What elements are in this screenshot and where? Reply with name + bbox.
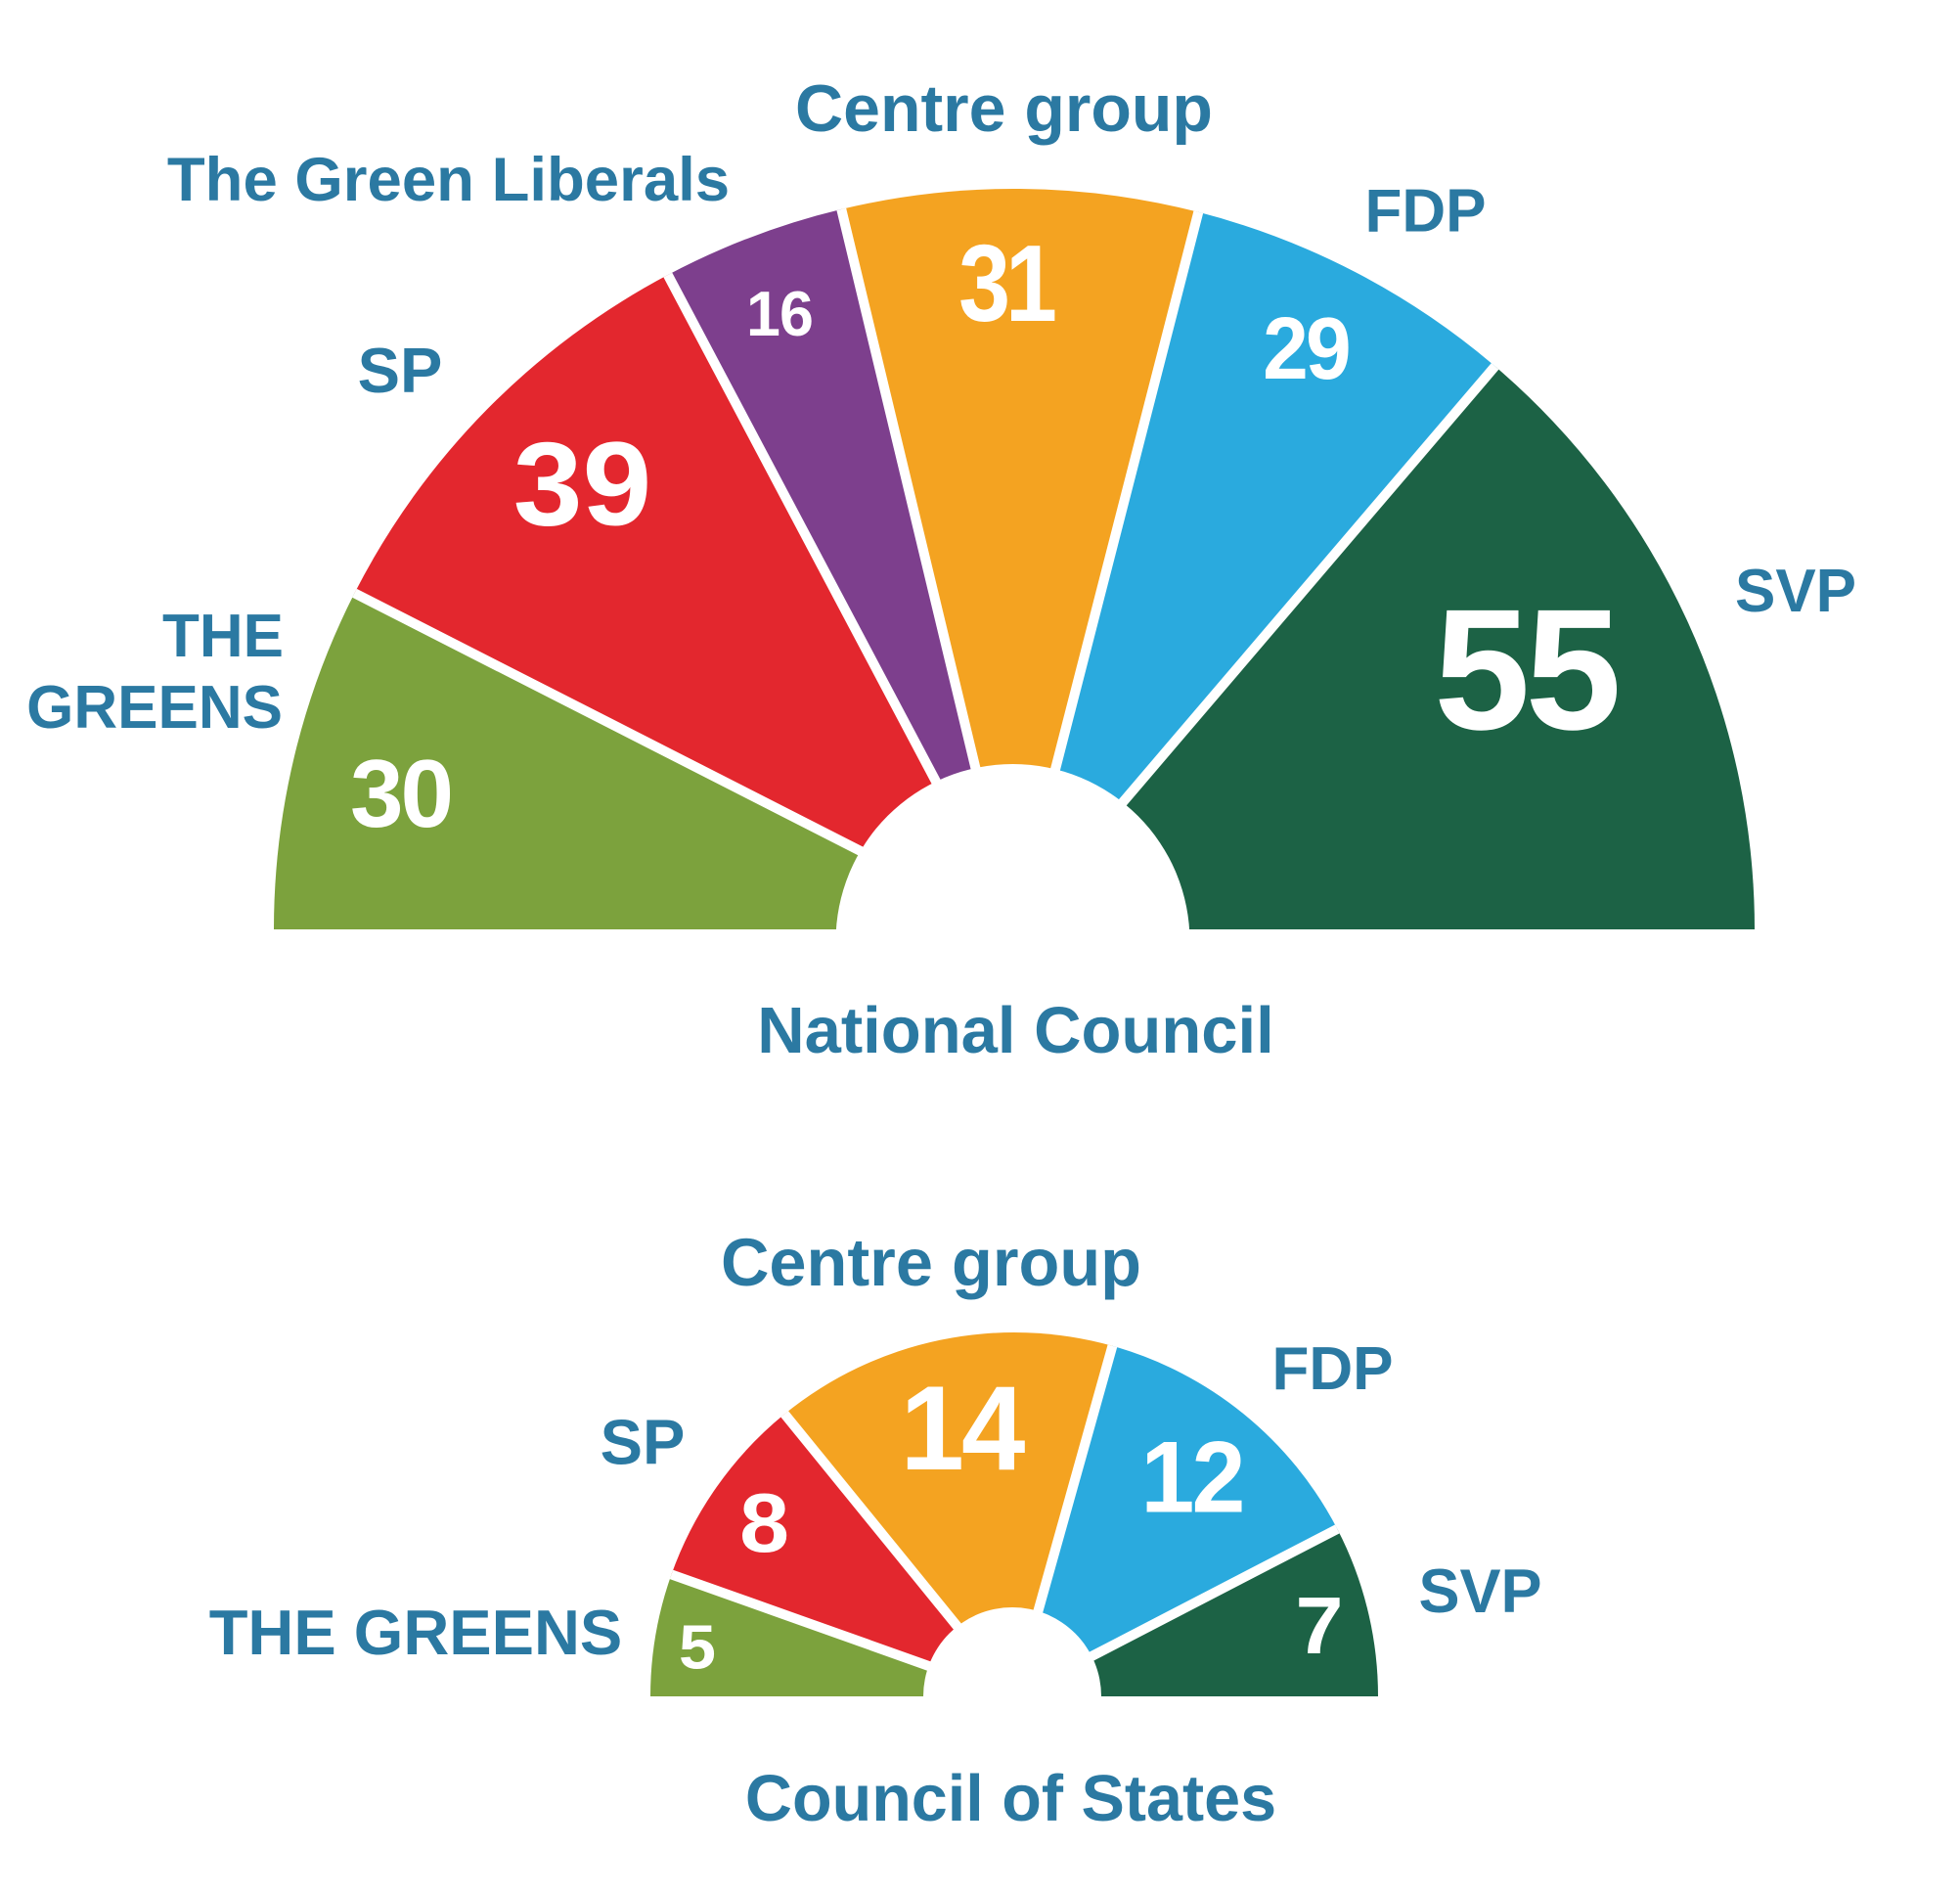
svg-text:SVP: SVP [1735, 558, 1856, 625]
svg-text:THE GREENS: THE GREENS [209, 1597, 623, 1668]
svg-text:7: 7 [1295, 1581, 1343, 1671]
svg-text:Council of States: Council of States [745, 1763, 1276, 1835]
svg-text:16: 16 [746, 278, 813, 349]
svg-text:SP: SP [358, 335, 443, 406]
svg-text:5: 5 [679, 1612, 716, 1683]
svg-text:SVP: SVP [1418, 1557, 1541, 1626]
svg-text:30: 30 [350, 740, 451, 847]
svg-text:FDP: FDP [1272, 1335, 1394, 1403]
svg-text:55: 55 [1434, 573, 1618, 765]
svg-text:31: 31 [958, 222, 1054, 343]
svg-text:Centre group: Centre group [721, 1225, 1141, 1300]
svg-text:Centre group: Centre group [795, 71, 1213, 146]
svg-text:39: 39 [513, 418, 652, 551]
svg-text:14: 14 [900, 1362, 1025, 1496]
svg-text:29: 29 [1263, 299, 1349, 397]
svg-text:The Green Liberals: The Green Liberals [167, 146, 730, 214]
svg-text:8: 8 [739, 1476, 789, 1569]
svg-text:THE: THE [162, 603, 284, 670]
svg-text:FDP: FDP [1365, 178, 1487, 246]
svg-text:GREENS: GREENS [26, 674, 283, 742]
svg-text:National Council: National Council [757, 994, 1274, 1067]
svg-text:12: 12 [1140, 1420, 1242, 1534]
svg-text:SP: SP [601, 1407, 686, 1478]
